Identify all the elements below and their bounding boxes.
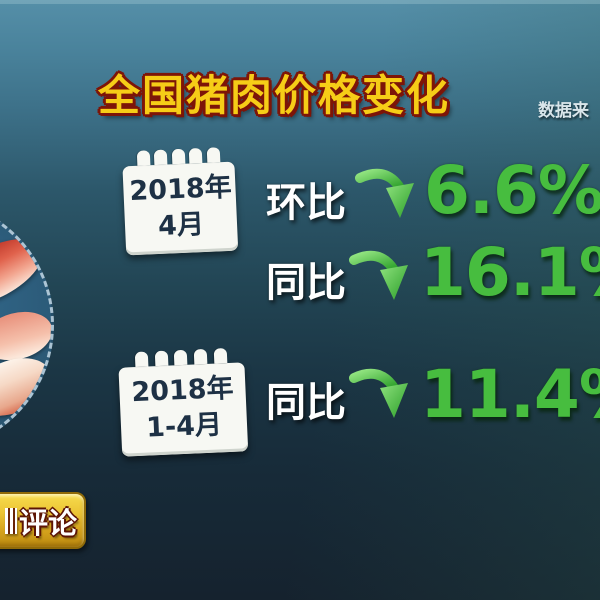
comment-badge-label: 评论 bbox=[18, 505, 77, 540]
stat-label-mom: 环比 bbox=[266, 180, 346, 226]
calendar-year: 2018年 bbox=[130, 372, 235, 409]
trend-down-arrow-icon bbox=[349, 250, 408, 300]
calendar-card-jan-apr: 2018年 1-4月 bbox=[118, 347, 249, 457]
trend-down-arrow-icon bbox=[355, 168, 414, 218]
data-source-note: 数据来 bbox=[538, 101, 589, 121]
calendar-month: 1-4月 bbox=[145, 408, 223, 444]
page-title: 全国猪肉价格变化 bbox=[98, 71, 451, 120]
calendar-tab-icon bbox=[136, 150, 150, 166]
calendar-tab-icon bbox=[213, 348, 228, 364]
calendar-page: 2018年 1-4月 bbox=[118, 362, 249, 457]
stat-value-mom: 6.6% bbox=[424, 152, 600, 229]
calendar-tab-icon bbox=[174, 349, 188, 366]
calendar-tab-icon bbox=[188, 148, 203, 164]
comment-badge: 评论 bbox=[0, 492, 86, 549]
calendar-page: 2018年 4月 bbox=[122, 161, 239, 256]
pork-meat-image bbox=[0, 225, 51, 319]
trend-down-arrow-icon bbox=[349, 368, 408, 418]
stat-value-yoy-april: 16.1% bbox=[420, 234, 600, 311]
calendar-tab-icon bbox=[194, 348, 208, 365]
calendar-tab-icon bbox=[154, 350, 169, 367]
stat-label-yoy-jan-apr: 同比 bbox=[266, 380, 346, 426]
calendar-tab-icon bbox=[171, 148, 185, 165]
pork-photo-circle bbox=[0, 198, 54, 452]
stat-label-yoy-april: 同比 bbox=[266, 260, 346, 306]
calendar-card-april: 2018年 4月 bbox=[122, 147, 239, 256]
clipped-character-fragment bbox=[4, 507, 17, 534]
calendar-tab-icon bbox=[153, 149, 168, 166]
stat-value-yoy-jan-apr: 11.4% bbox=[420, 356, 600, 433]
calendar-year: 2018年 bbox=[128, 171, 233, 208]
calendar-tab-icon bbox=[206, 147, 220, 163]
calendar-month: 4月 bbox=[157, 208, 205, 242]
calendar-tab-icon bbox=[134, 351, 149, 368]
